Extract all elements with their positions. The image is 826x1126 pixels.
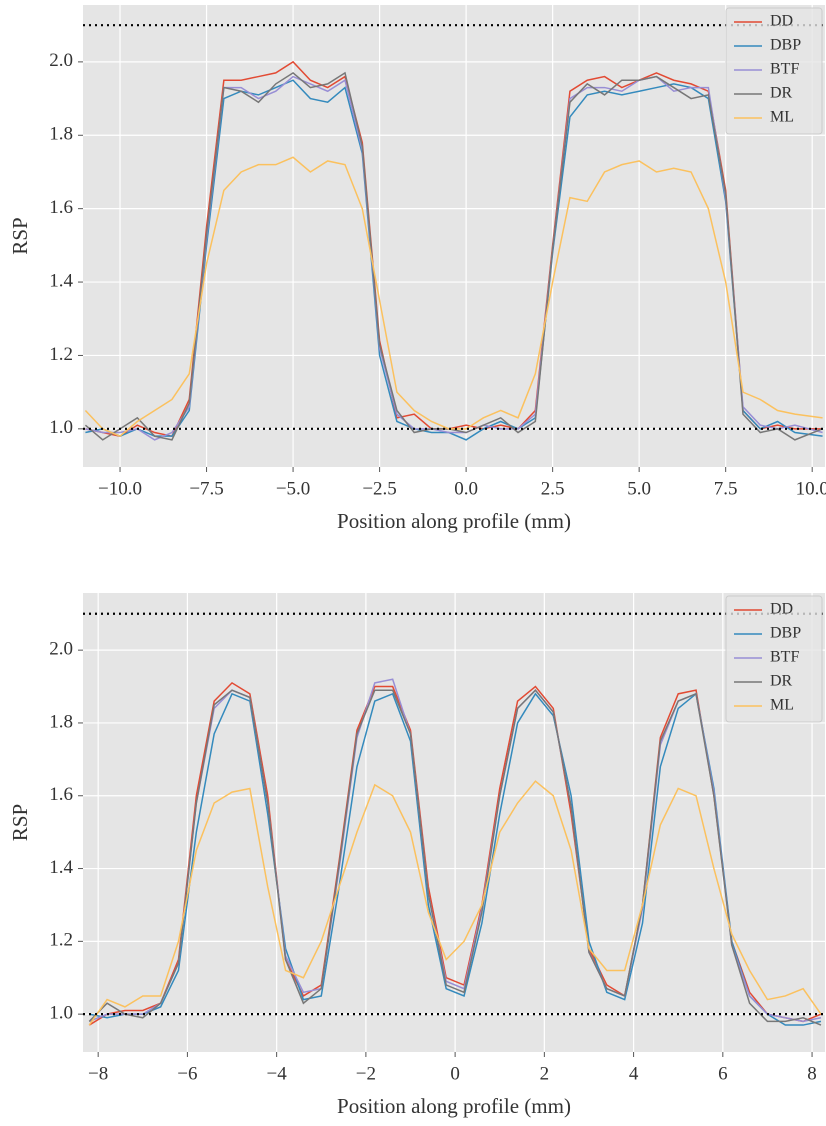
y-tick-label: 1.0 [49, 1003, 73, 1024]
series-group [83, 612, 825, 1026]
x-axis-label: Position along profile (mm) [337, 1094, 571, 1118]
x-tick-label: −2.5 [362, 478, 396, 499]
x-tick-label: −8 [88, 1063, 108, 1084]
legend-label: DBP [770, 625, 801, 642]
legend-label: DD [770, 601, 793, 618]
series-line [88, 689, 822, 1026]
x-tick-label: 0 [450, 1063, 460, 1084]
x-tick-label: 6 [718, 1063, 728, 1084]
y-tick-label: 2.0 [49, 639, 73, 660]
y-axis-label: RSP [8, 217, 32, 254]
y-tick-label: 1.0 [49, 417, 73, 438]
y-tick-label: 1.2 [49, 344, 73, 365]
subplot: 1.0 1.2 1.4 1.6 1.8 2.0 −8 −6 −4 −2 0 2 4 6 8 Position … [8, 593, 825, 1118]
y-tick-label: 1.8 [49, 711, 73, 732]
x-tick-label: −4 [267, 1063, 288, 1084]
legend-label: ML [770, 697, 794, 714]
series-group [83, 24, 825, 441]
x-tick-label: 2.5 [541, 478, 565, 499]
y-tick-label: 1.4 [49, 857, 73, 878]
subplot: 1.0 1.2 1.4 1.6 1.8 2.0 −10.0 −7.5 −5.0 −2.5 0.0 2.… [8, 5, 826, 533]
x-tick-label: 0.0 [454, 478, 478, 499]
x-tick-label: 5.0 [627, 478, 651, 499]
x-tick-label: −10.0 [98, 478, 142, 499]
x-tick-label: 7.5 [714, 478, 738, 499]
y-tick-label: 2.0 [49, 50, 73, 71]
legend-label: DR [770, 673, 793, 690]
legend-label: DD [770, 13, 793, 30]
x-tick-label: 4 [629, 1063, 639, 1084]
y-axis-label: RSP [8, 804, 32, 841]
legend: DD DBP BTF DR ML [725, 7, 823, 135]
x-tick-label: 2 [540, 1063, 550, 1084]
series-line [88, 780, 822, 1026]
y-tick-label: 1.6 [49, 197, 73, 218]
legend-label: ML [770, 109, 794, 126]
legend-label: BTF [770, 649, 799, 666]
legend-box [725, 595, 823, 723]
x-tick-label: −6 [177, 1063, 197, 1084]
x-tick-label: −5.0 [276, 478, 310, 499]
legend-label: DBP [770, 37, 801, 54]
x-tick-label: −7.5 [189, 478, 223, 499]
y-tick-label: 1.6 [49, 784, 73, 805]
series-line [84, 156, 823, 438]
legend-label: BTF [770, 61, 799, 78]
y-tick-label: 1.4 [49, 270, 73, 291]
x-axis-label: Position along profile (mm) [337, 509, 571, 533]
plot-area [83, 5, 825, 467]
x-tick-label: 8 [807, 1063, 817, 1084]
y-tick-label: 1.2 [49, 930, 73, 951]
y-tick-label: 1.8 [49, 124, 73, 145]
x-tick-label: 10.0 [796, 478, 826, 499]
x-tick-label: −2 [356, 1063, 376, 1084]
legend: DD DBP BTF DR ML [725, 595, 823, 723]
legend-label: DR [770, 85, 793, 102]
legend-box [725, 7, 823, 135]
